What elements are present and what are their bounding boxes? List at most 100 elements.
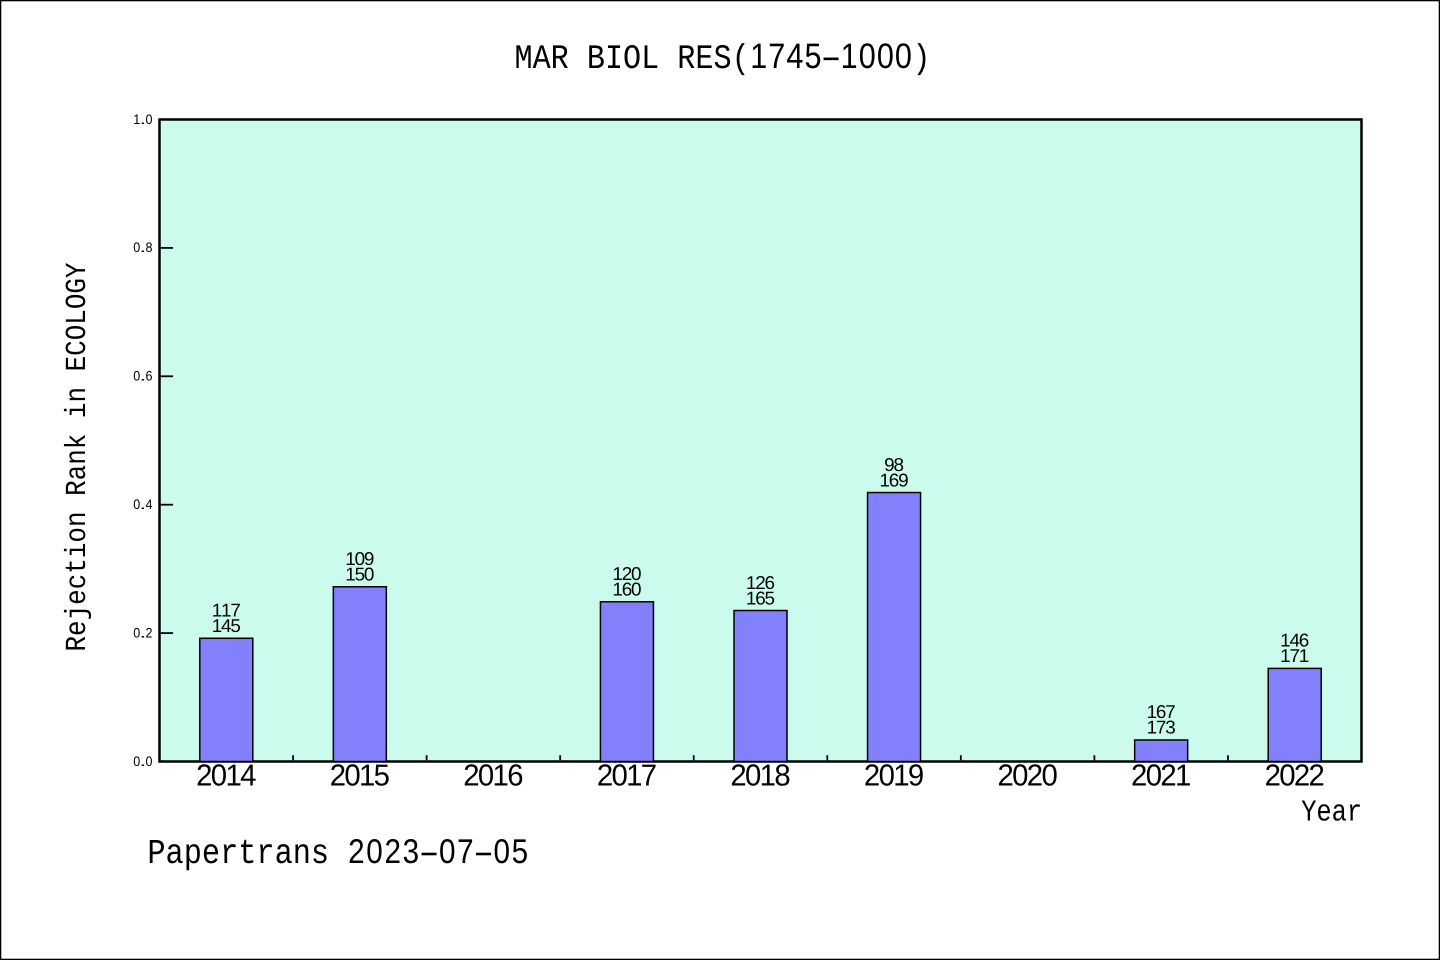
- svg-text:0: 0: [364, 564, 375, 585]
- svg-text:2: 2: [597, 759, 613, 793]
- svg-text:Year: Year: [1301, 797, 1362, 831]
- svg-text:2: 2: [384, 833, 401, 871]
- svg-text:): ): [913, 40, 931, 79]
- svg-text:1: 1: [225, 759, 241, 793]
- svg-text:4: 4: [145, 497, 152, 512]
- svg-text:2: 2: [755, 572, 766, 593]
- svg-text:1: 1: [880, 469, 891, 490]
- svg-text:3: 3: [1165, 717, 1176, 738]
- svg-text:1: 1: [212, 615, 223, 636]
- svg-text:1: 1: [1147, 717, 1158, 738]
- svg-text:8: 8: [774, 759, 790, 793]
- svg-text:.: .: [139, 240, 146, 255]
- svg-text:2: 2: [1131, 759, 1147, 793]
- svg-text:1: 1: [750, 36, 767, 76]
- svg-text:.: .: [139, 112, 146, 127]
- svg-text:2: 2: [145, 625, 152, 640]
- svg-text:9: 9: [364, 548, 375, 569]
- svg-text:5: 5: [512, 833, 529, 871]
- svg-text:1: 1: [221, 600, 232, 621]
- svg-text:0: 0: [493, 833, 510, 871]
- svg-text:2: 2: [622, 563, 633, 584]
- svg-text:5: 5: [355, 564, 366, 585]
- svg-text:6: 6: [145, 369, 152, 384]
- svg-text:5: 5: [230, 615, 241, 636]
- svg-text:0: 0: [1146, 759, 1162, 793]
- svg-text:7: 7: [1165, 701, 1176, 722]
- svg-text:3: 3: [403, 833, 420, 871]
- svg-text:6: 6: [1156, 701, 1167, 722]
- svg-text:0: 0: [439, 833, 456, 871]
- svg-text:6: 6: [622, 579, 633, 600]
- svg-text:0: 0: [366, 833, 383, 871]
- svg-text:MAR BIOL RES(: MAR BIOL RES(: [515, 40, 750, 79]
- svg-text:1: 1: [841, 36, 858, 76]
- svg-text:7: 7: [1289, 645, 1300, 666]
- svg-text:.: .: [139, 497, 146, 512]
- svg-text:.: .: [139, 369, 146, 384]
- svg-text:.: .: [139, 754, 146, 769]
- svg-text:0: 0: [631, 563, 642, 584]
- svg-text:0: 0: [745, 759, 761, 793]
- svg-text:0: 0: [145, 112, 152, 127]
- svg-text:0: 0: [211, 759, 227, 793]
- svg-text:6: 6: [765, 572, 776, 593]
- svg-text:6: 6: [755, 587, 766, 608]
- svg-text:8: 8: [145, 240, 152, 255]
- svg-text:0: 0: [133, 497, 140, 512]
- svg-text:2: 2: [1160, 759, 1176, 793]
- svg-text:0: 0: [1279, 759, 1295, 793]
- svg-text:2: 2: [1309, 759, 1325, 793]
- svg-text:2: 2: [1027, 759, 1043, 793]
- svg-text:2: 2: [997, 759, 1013, 793]
- svg-text:0: 0: [631, 579, 642, 600]
- svg-text:2: 2: [730, 759, 746, 793]
- svg-text:0: 0: [133, 625, 140, 640]
- svg-text:2: 2: [1294, 759, 1310, 793]
- svg-text:7: 7: [230, 600, 241, 621]
- svg-text:4: 4: [786, 36, 803, 76]
- svg-text:1: 1: [359, 759, 375, 793]
- svg-text:Rejection Rank in ECOLOGY: Rejection Rank in ECOLOGY: [61, 263, 94, 652]
- svg-text:0: 0: [879, 759, 895, 793]
- svg-text:2: 2: [864, 759, 880, 793]
- svg-text:1: 1: [1299, 645, 1310, 666]
- svg-text:7: 7: [641, 759, 657, 793]
- svg-text:4: 4: [240, 759, 256, 793]
- svg-text:9: 9: [908, 759, 924, 793]
- svg-text:1: 1: [345, 564, 356, 585]
- svg-text:4: 4: [221, 615, 232, 636]
- svg-text:2: 2: [348, 833, 365, 871]
- svg-text:1: 1: [626, 759, 642, 793]
- svg-text:0: 0: [133, 754, 140, 769]
- svg-text:6: 6: [1299, 630, 1310, 651]
- svg-text:1: 1: [493, 759, 509, 793]
- svg-text:0: 0: [895, 36, 912, 76]
- svg-text:6: 6: [507, 759, 523, 793]
- svg-text:0: 0: [859, 36, 876, 76]
- svg-text:1: 1: [1147, 701, 1158, 722]
- svg-text:0: 0: [344, 759, 360, 793]
- svg-text:7: 7: [1156, 717, 1167, 738]
- svg-text:0: 0: [877, 36, 894, 76]
- svg-text:0: 0: [1012, 759, 1028, 793]
- svg-text:7: 7: [457, 833, 474, 871]
- svg-text:0: 0: [133, 240, 140, 255]
- svg-text:1: 1: [133, 112, 140, 127]
- svg-text:5: 5: [374, 759, 390, 793]
- svg-text:Papertrans: Papertrans: [147, 834, 329, 874]
- svg-text:2: 2: [1265, 759, 1281, 793]
- svg-text:0: 0: [1041, 759, 1057, 793]
- svg-text:1: 1: [612, 563, 623, 584]
- svg-text:9: 9: [884, 454, 895, 475]
- svg-text:1: 1: [612, 579, 623, 600]
- svg-text:7: 7: [768, 36, 785, 76]
- svg-text:1: 1: [1280, 630, 1291, 651]
- svg-text:0: 0: [133, 369, 140, 384]
- svg-text:1: 1: [760, 759, 776, 793]
- svg-text:4: 4: [1289, 630, 1300, 651]
- svg-text:1: 1: [212, 600, 223, 621]
- svg-text:1: 1: [893, 759, 909, 793]
- svg-text:8: 8: [893, 454, 904, 475]
- svg-text:2: 2: [330, 759, 346, 793]
